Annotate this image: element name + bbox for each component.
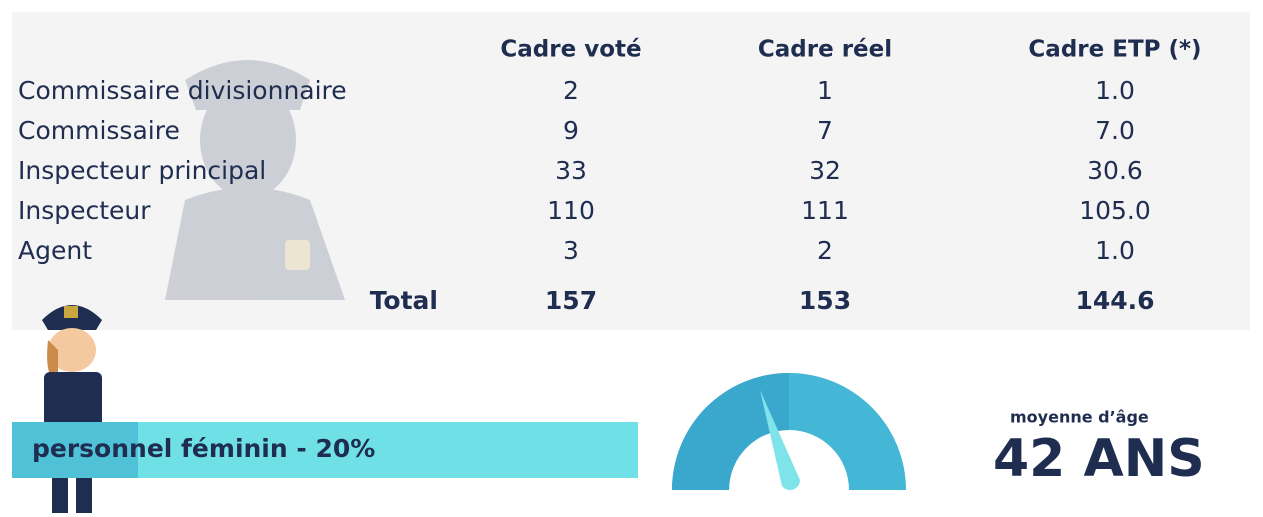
cell: 2 [563,76,579,105]
row-label: Inspecteur principal [18,156,266,185]
cell: 3 [563,236,579,265]
policewoman-illustration [42,305,102,513]
total-cell: 153 [799,286,851,315]
cell: 1 [817,76,833,105]
row-label: Agent [18,236,92,265]
gauge-left [672,373,789,490]
cell: 33 [555,156,587,185]
total-cell: 144.6 [1075,286,1154,315]
female-bar-accent [12,422,138,478]
row-label: Commissaire [18,116,180,145]
row-label: Commissaire divisionnaire [18,76,347,105]
female-label: personnel féminin - 20% [32,434,375,463]
cell: 32 [809,156,841,185]
total-cell: 157 [545,286,597,315]
officer-silhouette [165,60,345,300]
cell: 111 [801,196,849,225]
age-label: moyenne d’âge [1010,408,1149,427]
column-header: Cadre ETP (*) [1028,37,1201,63]
cell: 9 [563,116,579,145]
cell: 1.0 [1095,236,1135,265]
cell: 2 [817,236,833,265]
table-background [12,12,1250,330]
gauge-needle [760,390,800,490]
column-header: Cadre réel [758,37,892,63]
total-label: Total [370,286,438,315]
cell: 110 [547,196,595,225]
cell: 7 [817,116,833,145]
age-value: 42 ANS [993,429,1205,489]
cell: 105.0 [1079,196,1151,225]
row-label: Inspecteur [18,196,151,225]
cell: 1.0 [1095,76,1135,105]
cell: 7.0 [1095,116,1135,145]
column-header: Cadre voté [500,37,641,63]
cell: 30.6 [1087,156,1143,185]
